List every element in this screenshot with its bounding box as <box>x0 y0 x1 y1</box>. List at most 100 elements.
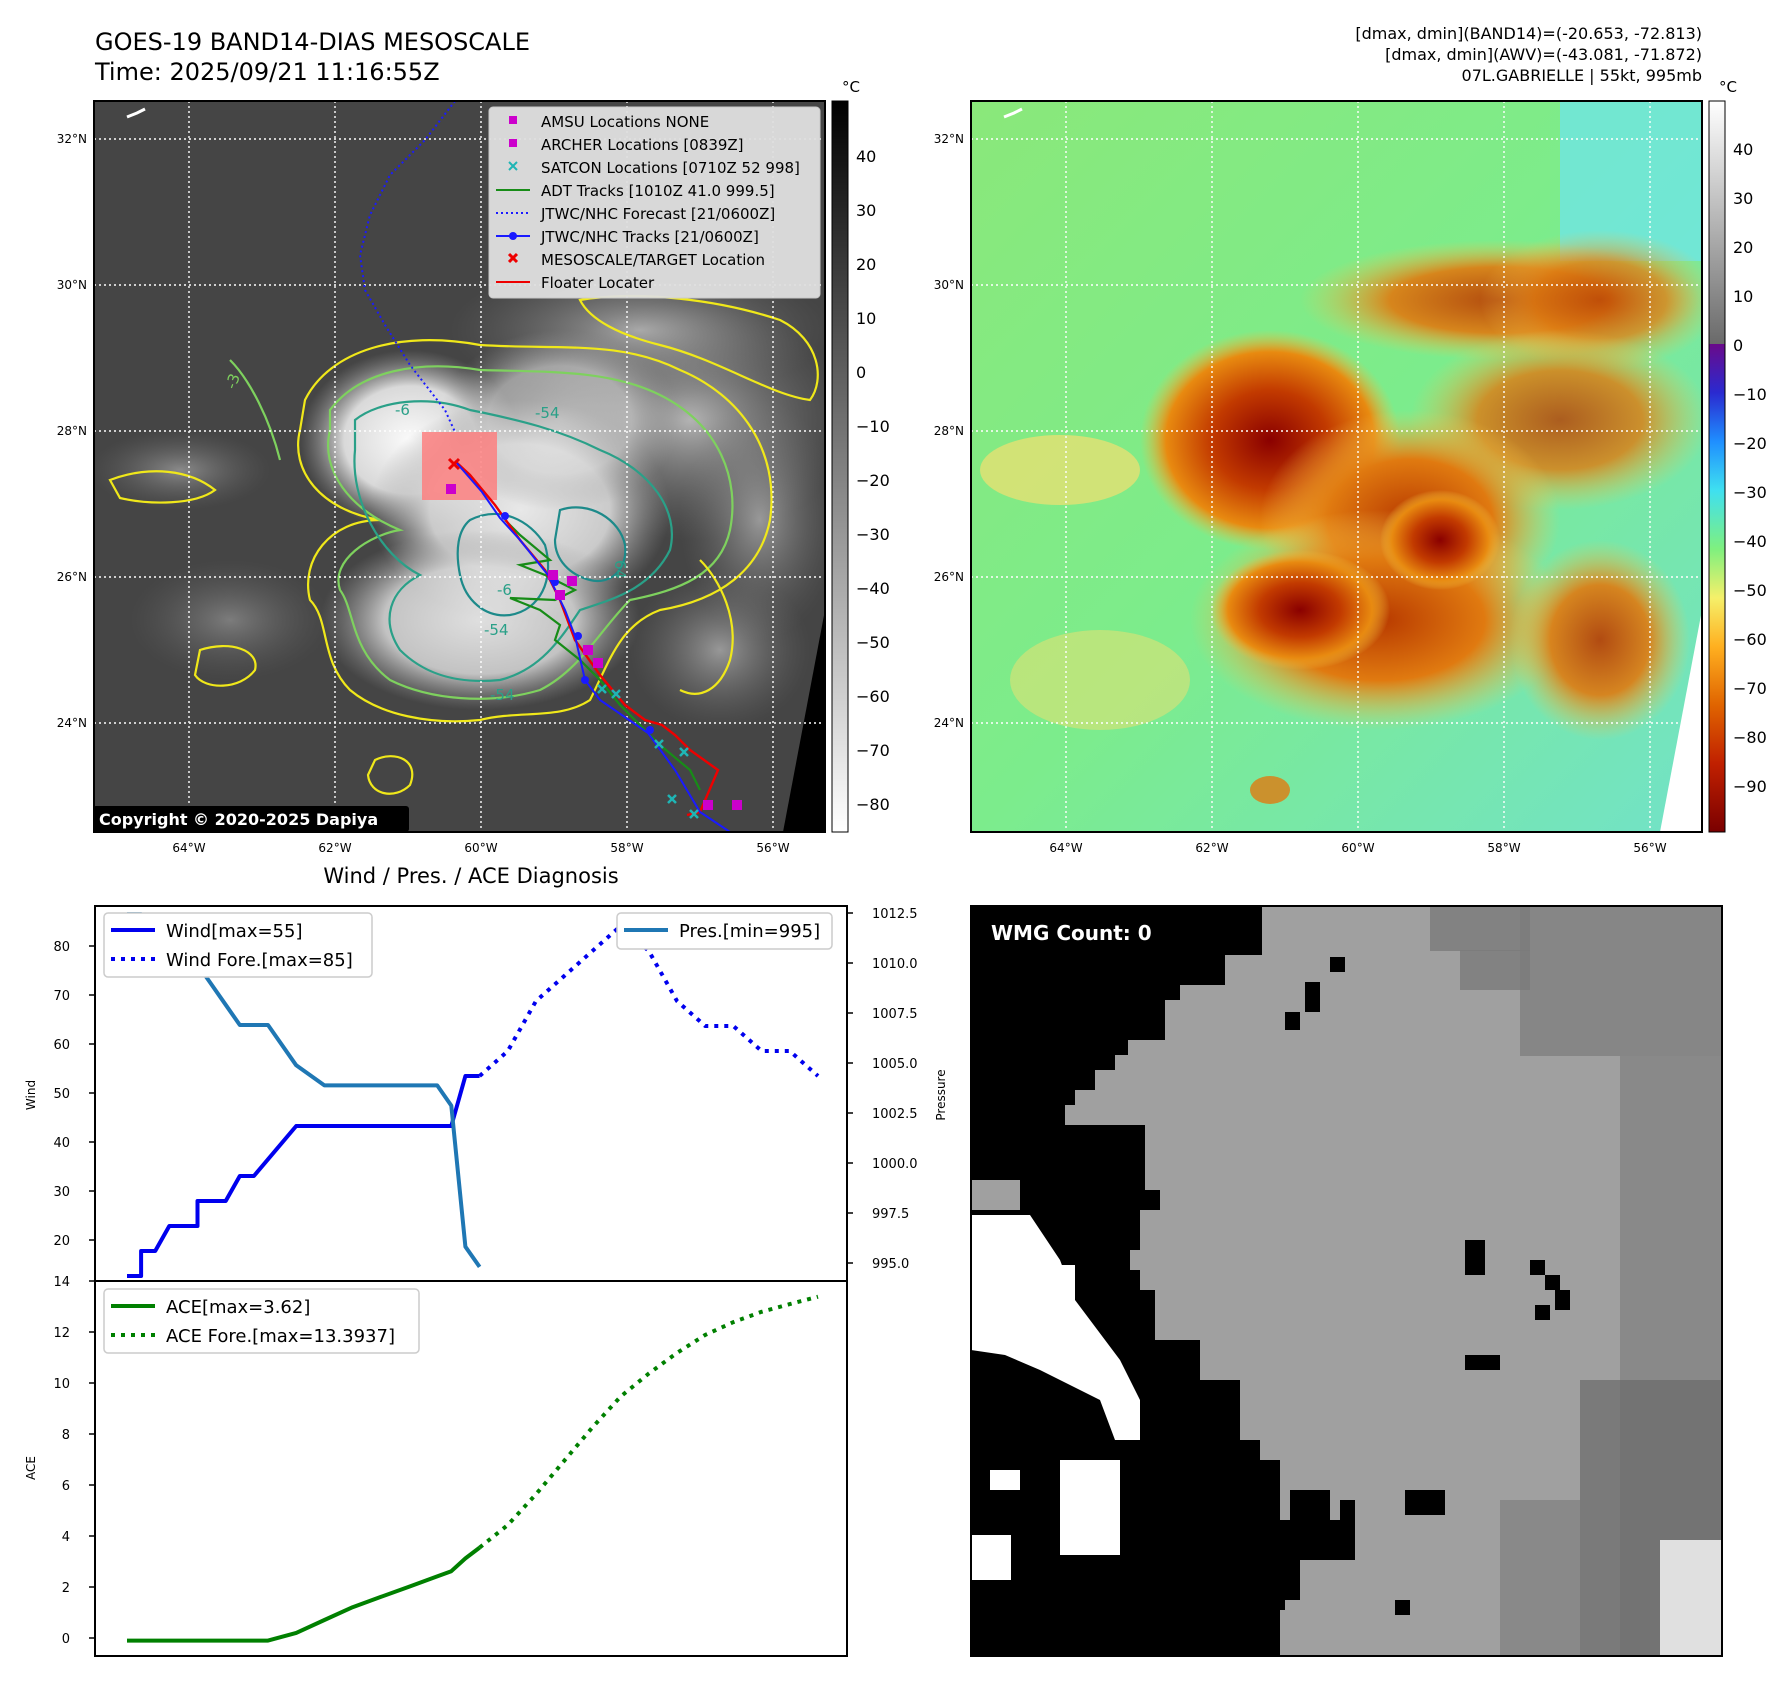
contour-label: -54 <box>535 404 560 422</box>
color-lon-tick: 60°W <box>1341 841 1374 855</box>
color-coastline <box>1003 107 1023 119</box>
color-lat-tick: 24°N <box>934 716 964 730</box>
legend-archer: ARCHER Locations [0839Z] <box>541 136 744 154</box>
lon-tick: 64°W <box>172 841 205 855</box>
color-colorbar-tick: −70 <box>1733 679 1767 698</box>
lon-tick: 58°W <box>610 841 643 855</box>
wind-legend: Wind[max=55] Wind Fore.[max=85] <box>103 912 373 978</box>
color-colorbar-tick: 0 <box>1733 336 1743 355</box>
contour-label: -54 <box>490 686 515 704</box>
gray-colorbar-tick: −60 <box>856 687 890 706</box>
color-colorbar-frame <box>1708 100 1726 833</box>
color-gridlines <box>971 101 1702 832</box>
wind-ylabel: Wind <box>24 1080 38 1110</box>
color-lat-tick: 26°N <box>934 570 964 584</box>
color-colorbar-cold <box>1709 344 1725 832</box>
wmg-frame <box>970 905 1723 1657</box>
pressure-tick: 1002.5 <box>872 1107 918 1122</box>
contour-label: -6 <box>395 401 410 419</box>
storm-info: 07L.GABRIELLE | 55kt, 995mb <box>1462 66 1702 85</box>
lat-tick: 26°N <box>57 570 87 584</box>
color-nodata-wedge <box>1660 610 1702 832</box>
ace-tick-marks <box>89 1280 95 1639</box>
contour-label: -3 <box>222 371 244 391</box>
color-lon-tick: 62°W <box>1195 841 1228 855</box>
wmg-count-box <box>982 917 1164 949</box>
wmg-white-region <box>971 1215 1140 1440</box>
figure-title: GOES-19 BAND14-DIAS MESOSCALE <box>95 28 530 56</box>
pressure-ticks: 1012.5 1010.0 1007.5 1005.0 1002.5 1000.… <box>872 907 918 1272</box>
wmg-count-label: WMG Count: 0 <box>991 921 1152 945</box>
lon-tick: 56°W <box>756 841 789 855</box>
ace-ylabel: ACE <box>24 1456 38 1480</box>
gray-colorbar-tick: 40 <box>856 147 876 166</box>
series-ace <box>127 1546 481 1643</box>
legend-wind-fore: Wind Fore.[max=85] <box>166 950 353 971</box>
gray-colorbar-tick: −30 <box>856 525 890 544</box>
ace-legend: ACE[max=3.62] ACE Fore.[max=13.3937] <box>103 1288 420 1354</box>
ace-tick: 0 <box>62 1632 70 1647</box>
color-colorbar-tick: −50 <box>1733 581 1767 600</box>
color-colorbar-tick: 40 <box>1733 140 1753 159</box>
coastline <box>126 107 146 119</box>
wmg-panel: WMG Count: 0 <box>970 905 1723 1657</box>
legend-adt: ADT Tracks [1010Z 41.0 999.5] <box>541 182 775 200</box>
legend-target: MESOSCALE/TARGET Location <box>541 251 765 269</box>
pres-legend: Pres.[min=995] <box>616 912 833 950</box>
wind-tick: 30 <box>53 1185 70 1200</box>
wind-ticks: 80 70 60 50 40 30 20 <box>53 940 70 1249</box>
ace-tick: 12 <box>53 1326 70 1341</box>
pressure-tick: 997.5 <box>872 1207 909 1222</box>
ace-tick: 8 <box>62 1428 70 1443</box>
legend-floater: Floater Locater <box>541 274 655 292</box>
color-lat-tick: 28°N <box>934 424 964 438</box>
lat-tick: 24°N <box>57 716 87 730</box>
target-marker <box>447 457 461 471</box>
lat-tick: 32°N <box>57 132 87 146</box>
legend-amsu: AMSU Locations NONE <box>541 113 709 131</box>
archer-markers <box>446 484 742 810</box>
stats-awv: [dmax, dmin](AWV)=(-43.081, -71.872) <box>1385 45 1702 64</box>
color-colorbar-warm <box>1709 101 1725 344</box>
lon-tick: 62°W <box>318 841 351 855</box>
pressure-tick: 1010.0 <box>872 957 918 972</box>
gray-colorbar-unit: °C <box>842 78 860 96</box>
diagnosis-series <box>127 912 820 1643</box>
ace-tick: 14 <box>53 1275 70 1290</box>
series-ace-fore <box>478 1294 819 1550</box>
color-colorbar-tick: −80 <box>1733 728 1767 747</box>
pressure-ylabel: Pressure <box>934 1069 948 1120</box>
copyright-box <box>93 806 409 832</box>
diagnosis-panel: Wind / Pres. / ACE Diagnosis Wind Pressu… <box>24 864 948 1657</box>
color-lon-tick: 58°W <box>1487 841 1520 855</box>
gray-colorbar-tick: 30 <box>856 201 876 220</box>
color-lat-tick: 30°N <box>934 278 964 292</box>
ir-contours <box>108 294 819 795</box>
forecast-track <box>358 101 456 433</box>
color-colorbar-tick: −60 <box>1733 630 1767 649</box>
legend-wind: Wind[max=55] <box>166 921 303 942</box>
gray-colorbar-tick: −10 <box>856 417 890 436</box>
wind-tick-marks <box>89 945 95 1241</box>
color-colorbar-ticks: 40 30 20 10 0 −10 −20 −30 −40 −50 −60 −7… <box>1733 140 1767 796</box>
ir-map-panel: -6 -54 -6 -54 -54 64 -3 <box>57 78 890 855</box>
pressure-tick: 1012.5 <box>872 907 918 922</box>
wind-tick: 70 <box>53 989 70 1004</box>
ace-tick: 6 <box>62 1479 70 1494</box>
legend-pres: Pres.[min=995] <box>679 921 820 942</box>
color-colorbar-tick: −40 <box>1733 532 1767 551</box>
pressure-tick: 1005.0 <box>872 1057 918 1072</box>
legend-satcon-icon <box>508 161 518 171</box>
gray-colorbar-tick: 0 <box>856 363 866 382</box>
contour-label: 64 <box>611 560 629 579</box>
ace-tick: 4 <box>62 1530 70 1545</box>
color-colorbar-tick: 20 <box>1733 238 1753 257</box>
gray-colorbar-ticks: 40 30 20 10 0 −10 −20 −30 −40 −50 −60 −7… <box>856 147 890 814</box>
ace-tick: 2 <box>62 1581 70 1596</box>
lon-tick: 60°W <box>464 841 497 855</box>
color-ir-map-panel: 64°W 62°W 60°W 58°W 56°W 32°N 30°N 28°N … <box>934 78 1767 855</box>
color-colorbar-tick: −30 <box>1733 483 1767 502</box>
copyright-text: Copyright © 2020-2025 Dapiya <box>99 810 378 829</box>
contour-label: -54 <box>484 621 509 639</box>
